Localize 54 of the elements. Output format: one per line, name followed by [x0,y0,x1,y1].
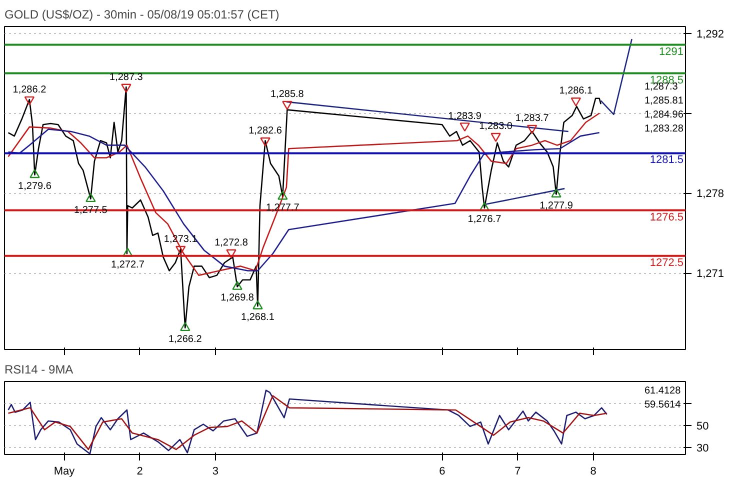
chart-title: RSI14 - 9MA [4,362,74,376]
point [24,96,35,106]
ref-line-label: 1281.5 [650,154,684,166]
data-label: 1,286.2 [12,84,47,96]
annotation: 1,287.3 [644,82,678,92]
annotation: 1,283.28 [644,124,684,134]
point [260,137,270,146]
annotation: 1,285.81 [644,96,684,106]
chart-title: GOLD (US$/OZ) - 30min - 05/08/19 05:01:57 (CET) [4,8,280,22]
data-label: 1,268.1 [241,312,275,324]
point [282,100,292,110]
data-label: 1,283.0 [479,121,513,132]
data-label: 1,285.8 [270,89,304,100]
data-label: 1,287.3 [110,72,144,83]
point [232,280,242,290]
y-tick-label: 30 [696,442,709,454]
annotation: 61.4128 [644,386,682,396]
x-tick-label: 2 [136,466,143,478]
data-label: 1,272.7 [111,260,145,271]
point [180,322,190,332]
data-label: 1,282.6 [248,126,282,137]
point [490,132,501,142]
point [570,97,582,106]
point [86,193,96,202]
data-label: 1,269.8 [220,292,254,304]
x-tick-label: May [54,466,76,478]
data-label: 1,277.9 [540,200,574,212]
point [278,190,288,200]
y-tick-label: 1,271 [696,268,724,280]
y-tick-label: 1,278 [696,188,724,200]
point [460,122,470,132]
y-tick-label: 1,292 [696,28,724,40]
data-label: 1,272.8 [214,237,248,248]
ref-line-label: 1272.5 [650,256,684,269]
x-tick-label: 6 [439,466,446,478]
x-tick-label: 8 [590,466,596,478]
x-tick-label: 7 [514,466,521,478]
y-tick-label: 50 [696,420,709,432]
point [121,84,132,93]
point [30,169,40,178]
data-label: 1,283.7 [515,113,550,124]
point [526,124,538,134]
ref-line-label: 1291 [659,46,684,58]
data-label: 1,286.1 [559,86,594,97]
point [252,300,263,310]
ref-line-label: 1276.5 [650,211,684,224]
data-label: 1,266.2 [168,334,202,345]
data-label: 1,283.9 [448,110,482,122]
annotation: 1,284.96 [644,110,684,120]
point [551,188,562,198]
x-tick-label: 3 [212,466,218,478]
data-label: 1,276.7 [468,214,502,225]
annotation: 59.5614 [644,400,682,410]
data-label: 1,279.6 [18,180,52,192]
